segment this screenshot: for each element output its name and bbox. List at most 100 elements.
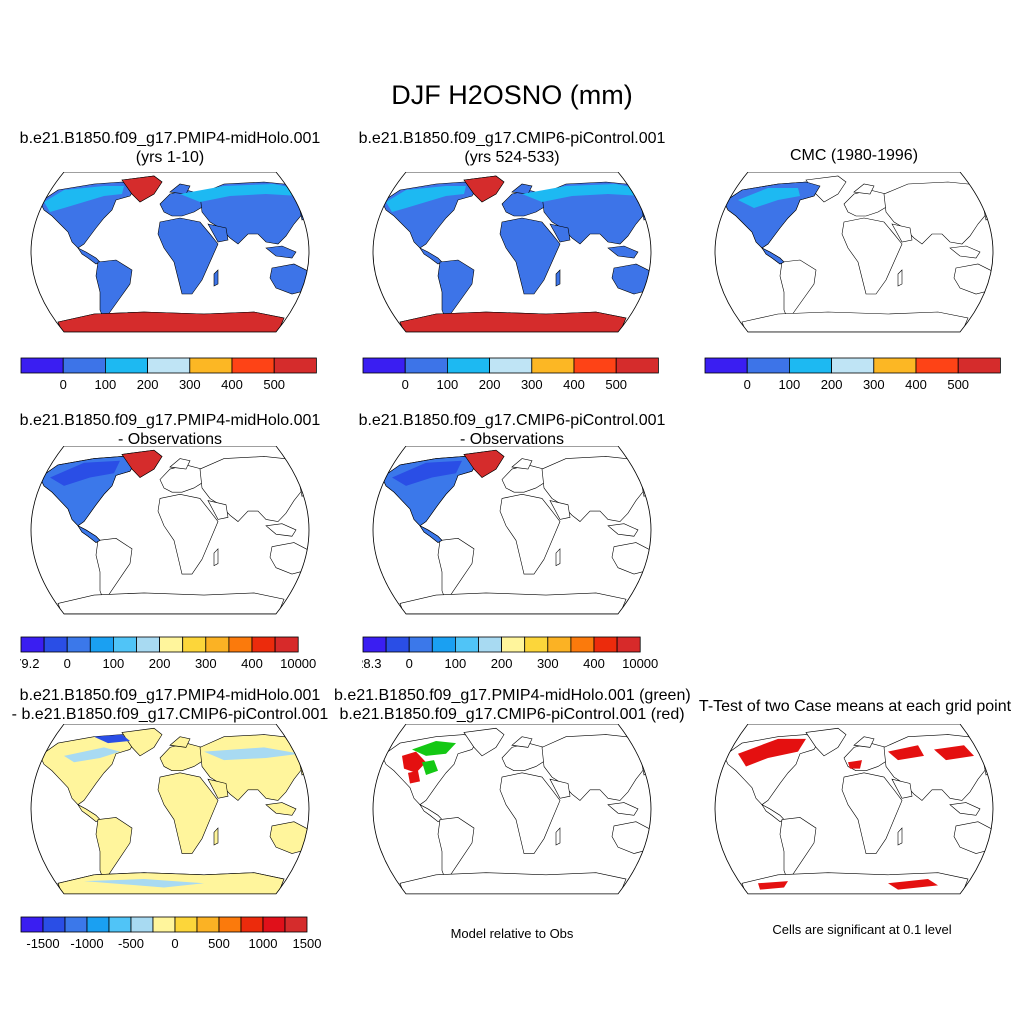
colorbar-swatch [573, 357, 617, 374]
colorbar-swatch [431, 636, 456, 653]
colorbar-swatch [189, 357, 233, 374]
colorbar-tick-label: 300 [537, 656, 559, 671]
colorbar-tick-label: 1000 [249, 936, 278, 951]
colorbar-tick-label: 500 [605, 377, 627, 392]
colorbar-swatch [205, 636, 230, 653]
panel-title: b.e21.B1850.f09_g17.PMIP4-midHolo.001- O… [19, 412, 321, 448]
colorbar: 0 100 200 300 400 500 [704, 357, 1001, 392]
colorbar-tick-label: 300 [195, 656, 217, 671]
colorbar-tick-label: 100 [445, 656, 467, 671]
colorbar-swatch [873, 357, 917, 374]
map-panel-cmc [714, 172, 994, 333]
colorbar-tick-label: 200 [149, 656, 171, 671]
colorbar-tick-label: 400 [583, 656, 605, 671]
colorbar-swatch [43, 636, 68, 653]
colorbar-tick-label: 10000 [622, 656, 658, 671]
colorbar-swatch [64, 916, 88, 933]
colorbar-tick-label: 200 [491, 656, 513, 671]
panel-caption: Model relative to Obs [450, 926, 574, 941]
colorbar-swatch [240, 916, 264, 933]
colorbar-tick-label: 500 [947, 377, 969, 392]
map-panel-ttest [714, 724, 994, 895]
colorbar-tick-label: 0 [744, 377, 751, 392]
colorbar-swatch [262, 916, 286, 933]
colorbar: -379.2 0 100 200 300 400 10000 [20, 636, 316, 671]
colorbar-swatch [593, 636, 618, 653]
colorbar-tick-label: 0 [406, 656, 413, 671]
colorbar-swatch [915, 357, 959, 374]
colorbar-swatch [182, 636, 207, 653]
colorbar-swatch [385, 636, 410, 653]
colorbar-tick-label: 400 [241, 656, 263, 671]
colorbar-tick-label: 400 [905, 377, 927, 392]
colorbar-swatch [704, 357, 748, 374]
colorbar: -328.3 0 100 200 300 400 10000 [362, 636, 658, 671]
colorbar-tick-label: 400 [563, 377, 585, 392]
map-panel-case-difference [30, 724, 310, 895]
colorbar-tick-label: 0 [402, 377, 409, 392]
colorbar-swatch [42, 916, 66, 933]
colorbar-swatch [66, 636, 91, 653]
colorbar-swatch [957, 357, 1001, 374]
colorbar-swatch [789, 357, 833, 374]
panel-title: b.e21.B1850.f09_g17.PMIP4-midHolo.001- b… [11, 687, 329, 723]
map-panel-picontrol-minus-obs [372, 446, 652, 615]
colorbar-tick-label: 1500 [293, 936, 322, 951]
colorbar-swatch [831, 357, 875, 374]
colorbar-swatch [284, 916, 308, 933]
colorbar-tick-label: 100 [103, 656, 125, 671]
colorbar-swatch [489, 357, 533, 374]
colorbar-swatch [89, 636, 114, 653]
colorbar-swatch [105, 357, 149, 374]
colorbar-tick-label: 100 [779, 377, 801, 392]
colorbar-swatch [20, 357, 64, 374]
colorbar-swatch [20, 916, 44, 933]
colorbar-swatch [547, 636, 572, 653]
colorbar-swatch [86, 916, 110, 933]
main-title: DJF H2OSNO (mm) [391, 80, 633, 110]
colorbar-swatch [455, 636, 479, 653]
colorbar-swatch [231, 357, 275, 374]
colorbar-swatch [478, 636, 503, 653]
colorbar-swatch [62, 357, 106, 374]
colorbar-tick-label: -1000 [70, 936, 103, 951]
colorbar: -1500 -1000 -500 0 500 1000 1500 [20, 916, 322, 951]
colorbar-tick-label: 100 [437, 377, 459, 392]
colorbar-swatch [228, 636, 253, 653]
colorbar-tick-label: 10000 [280, 656, 316, 671]
colorbar-tick-label: 500 [263, 377, 285, 392]
map-panel-model-relative-to-obs [372, 724, 652, 895]
colorbar: 0 100 200 300 400 500 [20, 357, 317, 392]
colorbar-swatch [746, 357, 790, 374]
colorbar-swatch [408, 636, 433, 653]
panel-title: b.e21.B1850.f09_g17.PMIP4-midHolo.001 (g… [334, 687, 691, 723]
colorbar-tick-label: -379.2 [20, 656, 39, 671]
colorbar-tick-label: 300 [863, 377, 885, 392]
panel-title: b.e21.B1850.f09_g17.CMIP6-piControl.001(… [358, 130, 666, 166]
colorbar-swatch [501, 636, 526, 653]
colorbar-swatch [251, 636, 276, 653]
colorbar-tick-label: 200 [479, 377, 501, 392]
colorbar-tick-label: 300 [179, 377, 201, 392]
colorbar: 0 100 200 300 400 500 [362, 357, 659, 392]
panel-title: T-Test of two Case means at each grid po… [698, 698, 1012, 715]
colorbar-swatch [108, 916, 132, 933]
colorbar-tick-label: 500 [208, 936, 230, 951]
panel-title: b.e21.B1850.f09_g17.CMIP6-piControl.001-… [358, 412, 666, 448]
colorbar-swatch [196, 916, 220, 933]
colorbar-swatch [447, 357, 491, 374]
map-panel-picontrol [372, 172, 652, 333]
colorbar-tick-label: -500 [118, 936, 144, 951]
colorbar-tick-label: 200 [821, 377, 843, 392]
colorbar-swatch [152, 916, 176, 933]
panel-title: b.e21.B1850.f09_g17.PMIP4-midHolo.001 (yr… [19, 130, 321, 166]
map-panel-midholo-minus-obs [30, 446, 310, 615]
colorbar-tick-label: 400 [221, 377, 243, 392]
colorbar-swatch [616, 636, 641, 653]
colorbar-swatch [174, 916, 198, 933]
panel-title: CMC (1980-1996) [789, 147, 919, 164]
colorbar-swatch [531, 357, 575, 374]
colorbar-swatch [20, 636, 45, 653]
colorbar-tick-label: -1500 [26, 936, 59, 951]
colorbar-tick-label: 300 [521, 377, 543, 392]
